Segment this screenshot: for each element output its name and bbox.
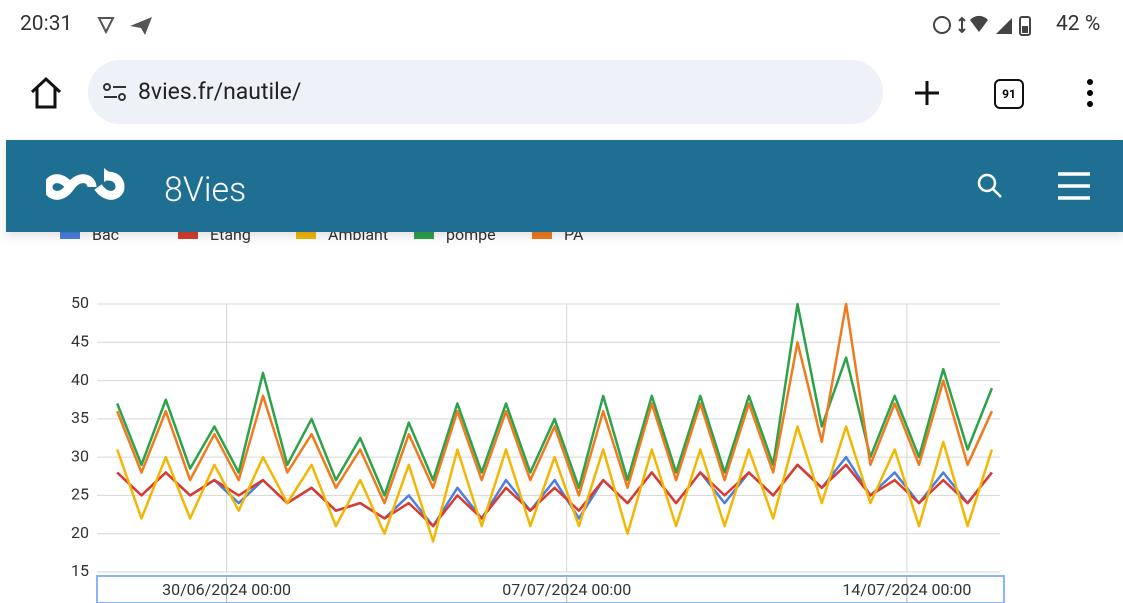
x-tick-label: 14/07/2024 00:00 [842, 580, 971, 599]
search-button[interactable] [976, 172, 1004, 200]
legend-swatch [178, 231, 198, 239]
y-tick-label: 30 [71, 446, 89, 465]
chart: BacEtangAmbiantpompePA152025303540455030… [0, 0, 1123, 603]
logo-text: 8Vies [164, 170, 246, 210]
page: 8vies nautile {"status_bar": {"time": "2… [0, 0, 1123, 603]
legend-swatch [414, 231, 434, 239]
y-tick-label: 40 [71, 370, 89, 389]
y-tick-label: 25 [71, 485, 89, 504]
legend-swatch [532, 231, 552, 239]
y-tick-label: 35 [71, 408, 89, 427]
site-header: 8Vies [6, 140, 1123, 232]
legend-swatch [296, 231, 316, 239]
x-tick-label: 07/07/2024 00:00 [502, 580, 631, 599]
y-tick-label: 15 [71, 561, 89, 580]
legend-swatch [60, 231, 80, 239]
y-tick-label: 20 [71, 523, 89, 542]
body: BacEtangAmbiantpompePA152025303540455030… [0, 0, 1123, 603]
logo-mark [46, 162, 142, 212]
hamburger-menu[interactable] [1056, 170, 1092, 202]
x-tick-label: 30/06/2024 00:00 [162, 580, 291, 599]
y-tick-label: 45 [71, 332, 89, 351]
y-tick-label: 50 [71, 293, 89, 312]
